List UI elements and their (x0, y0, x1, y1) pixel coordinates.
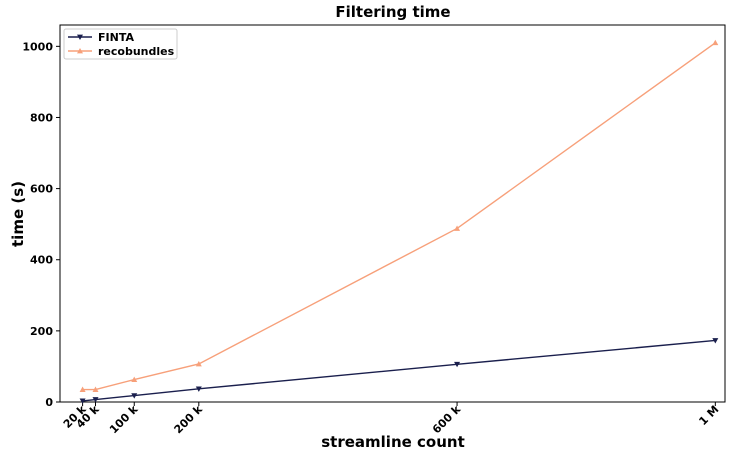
y-axis-label: time (s) (9, 181, 27, 247)
y-axis-ticks: 0 200 400 600 800 1000 (22, 40, 60, 409)
legend-marker-finta (77, 34, 83, 40)
data-point-recobundles (195, 360, 202, 367)
legend-marker-recobundles (77, 48, 83, 54)
x-axis-label: streamline count (321, 433, 465, 451)
data-point-recobundles (131, 376, 138, 382)
series-line-recobundles (82, 42, 716, 391)
chart-title: Filtering time (335, 3, 450, 21)
data-point-recobundles (712, 39, 719, 46)
legend-box (63, 28, 178, 60)
y-tick-label: 200 (30, 325, 53, 338)
x-tick-label: 200 k (172, 402, 206, 436)
y-tick-label: 0 (45, 396, 53, 409)
data-point-recobundles (79, 386, 86, 392)
y-tick-label: 1000 (22, 40, 53, 53)
x-tick-label: 600 k (430, 402, 464, 436)
y-tick-label: 600 (30, 183, 53, 196)
x-tick-label: 100 k (107, 402, 141, 436)
data-point-recobundles (92, 386, 99, 392)
series-layer (79, 39, 719, 404)
data-point-finta (712, 338, 719, 344)
data-point-finta (131, 393, 138, 399)
y-tick-label: 400 (30, 254, 53, 267)
data-point-finta (454, 361, 461, 368)
data-point-recobundles (454, 225, 461, 231)
data-point-finta (92, 397, 99, 403)
data-point-finta (195, 386, 202, 392)
x-tick-label: 1 M (696, 403, 721, 428)
legend-label-recobundles: recobundles (98, 45, 175, 58)
legend-label-finta: FINTA (98, 31, 134, 44)
plot-frame (59, 24, 726, 403)
y-tick-label: 800 (30, 111, 53, 124)
data-point-finta (79, 398, 86, 404)
series-line-finta (82, 339, 716, 402)
